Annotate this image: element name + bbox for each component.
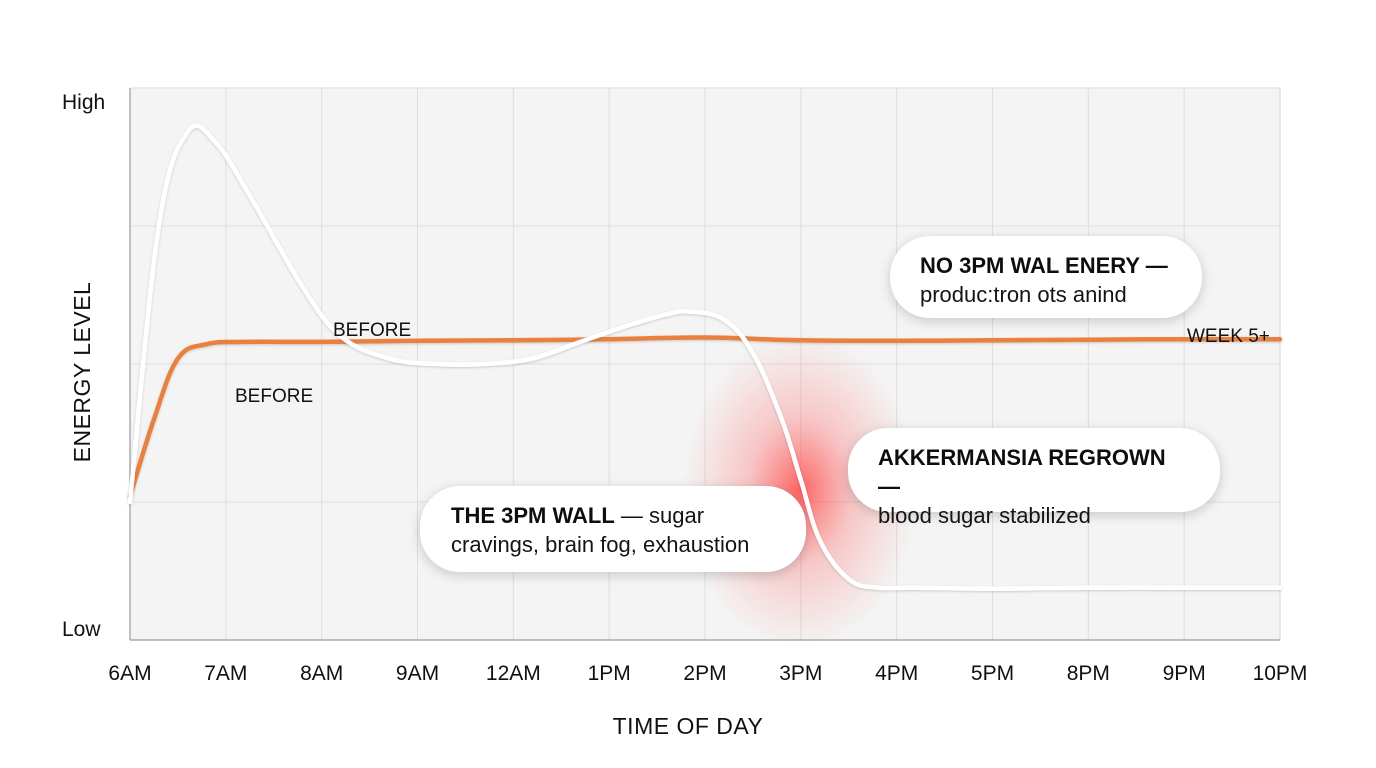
x-tick-label: 9PM [1163,662,1206,685]
series-label-before-2: BEFORE [235,386,313,407]
x-tick-label: 8AM [300,662,343,685]
y-axis-title: ENERGY LEVEL [69,282,95,463]
series-label-before-1: BEFORE [333,320,411,341]
x-tick-label: 8PM [1067,662,1110,685]
callout-3pm-wall-text-2: cravings, brain fog, exhaustion [451,532,750,557]
x-tick-label: 12AM [486,662,541,685]
x-tick-label: 3PM [779,662,822,685]
callout-akkermansia-text: blood sugar stabilized [878,503,1091,528]
x-tick-label: 7AM [204,662,247,685]
callout-no-3pm-wall-title: NO 3PM WAL ENERY — [920,253,1168,278]
x-axis-title: TIME OF DAY [613,713,764,739]
x-tick-label: 4PM [875,662,918,685]
callout-3pm-wall-title: THE 3PM WALL [451,503,615,528]
callout-3pm-wall: THE 3PM WALL — sugar cravings, brain fog… [420,486,806,572]
x-tick-label: 2PM [683,662,726,685]
x-tick-labels: 6AM 7AM 8AM 9AM 12AM 1PM 2PM 3PM 4PM 5PM 8PM 9PM 10P… [108,662,1307,685]
x-tick-label: 5PM [971,662,1014,685]
callout-no-3pm-wall: NO 3PM WAL ENERY — produc:tron ots anind [890,236,1202,318]
x-tick-label: 1PM [588,662,631,685]
y-tick-high: High [62,91,105,114]
series-line-before [127,123,1283,591]
callout-akkermansia: AKKERMANSIA REGROWN — blood sugar stabil… [848,428,1220,528]
callout-no-3pm-wall-text: produc:tron ots anind [920,282,1127,307]
callout-akkermansia-title: AKKERMANSIA REGROWN — [878,445,1166,499]
x-tick-label: 9AM [396,662,439,685]
y-tick-low: Low [62,618,101,641]
callout-3pm-wall-text: — sugar [614,503,705,528]
series-label-week-5: WEEK 5+ [1187,326,1270,347]
x-tick-label: 10PM [1253,662,1308,685]
x-tick-label: 6AM [108,662,151,685]
